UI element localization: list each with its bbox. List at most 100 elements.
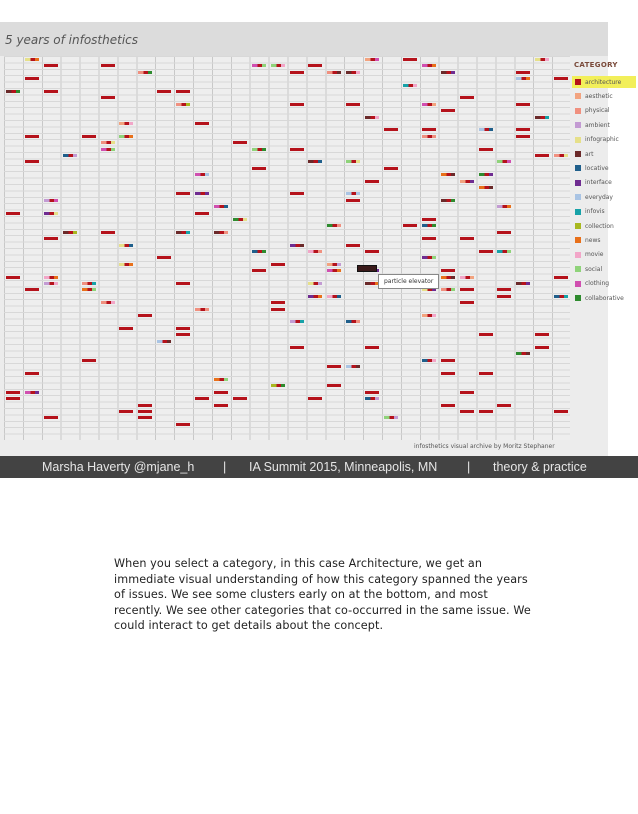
archive-entry[interactable] — [346, 320, 361, 324]
archive-entry[interactable] — [440, 109, 455, 113]
archive-entry[interactable] — [346, 102, 361, 106]
archive-entry[interactable] — [365, 179, 380, 183]
archive-entry[interactable] — [270, 262, 285, 266]
archive-entry[interactable] — [421, 134, 436, 138]
archive-entry[interactable] — [516, 352, 531, 356]
archive-entry[interactable] — [176, 282, 191, 285]
archive-entry[interactable] — [100, 230, 115, 234]
archive-entry[interactable] — [478, 128, 493, 132]
archive-entry[interactable] — [327, 224, 342, 228]
archive-entry[interactable] — [516, 102, 531, 106]
archive-entry[interactable] — [119, 122, 134, 125]
archive-entry[interactable] — [251, 166, 266, 170]
category-item-movie[interactable]: movie — [572, 249, 636, 261]
archive-entry[interactable] — [554, 294, 569, 298]
category-item-clothing[interactable]: clothing — [572, 278, 636, 290]
archive-entry[interactable] — [421, 102, 436, 106]
category-item-collection[interactable]: collection — [572, 220, 636, 232]
archive-entry[interactable] — [421, 224, 436, 228]
archive-entry[interactable] — [176, 422, 191, 426]
archive-entry[interactable] — [327, 269, 342, 273]
archive-entry[interactable] — [270, 307, 285, 311]
archive-entry[interactable] — [176, 230, 191, 234]
archive-entry[interactable] — [43, 416, 58, 420]
category-item-ambient[interactable]: ambient — [572, 119, 636, 131]
archive-entry[interactable] — [478, 147, 493, 151]
archive-entry[interactable] — [459, 237, 474, 241]
archive-entry[interactable] — [24, 160, 39, 164]
archive-entry[interactable] — [251, 147, 266, 151]
archive-entry[interactable] — [81, 282, 96, 285]
archive-entry[interactable] — [346, 243, 361, 247]
archive-entry[interactable] — [138, 70, 153, 74]
archive-entry[interactable] — [251, 250, 266, 253]
archive-entry[interactable] — [270, 64, 285, 68]
archive-entry[interactable] — [478, 371, 493, 375]
archive-entry[interactable] — [24, 371, 39, 375]
archive-entry[interactable] — [119, 243, 134, 247]
archive-entry[interactable] — [459, 390, 474, 394]
archive-entry[interactable] — [478, 186, 493, 189]
archive-entry[interactable] — [24, 58, 39, 61]
archive-entry[interactable] — [308, 282, 323, 285]
archive-entry[interactable] — [535, 154, 550, 157]
archive-entry[interactable] — [119, 326, 134, 330]
archive-entry[interactable] — [440, 198, 455, 202]
archive-entry[interactable] — [440, 403, 455, 407]
archive-entry[interactable] — [421, 128, 436, 132]
archive-entry[interactable] — [365, 346, 380, 349]
archive-entry[interactable] — [270, 301, 285, 305]
archive-entry[interactable] — [176, 326, 191, 330]
archive-entry[interactable] — [327, 70, 342, 74]
archive-entry[interactable] — [289, 320, 304, 324]
archive-entry[interactable] — [308, 250, 323, 253]
category-item-interface[interactable]: interface — [572, 177, 636, 189]
archive-entry[interactable] — [497, 160, 512, 164]
archive-entry[interactable] — [195, 307, 209, 311]
archive-entry[interactable] — [289, 70, 304, 74]
archive-entry[interactable] — [176, 102, 191, 106]
archive-entry[interactable] — [100, 301, 115, 305]
archive-entry[interactable] — [478, 173, 493, 177]
archive-entry[interactable] — [176, 333, 191, 337]
archive-entry[interactable] — [138, 410, 153, 413]
archive-entry[interactable] — [478, 250, 493, 253]
archive-entry[interactable] — [554, 410, 569, 413]
archive-entry[interactable] — [459, 301, 474, 305]
archive-entry[interactable] — [554, 275, 569, 279]
archive-entry[interactable] — [308, 397, 323, 401]
archive-entry[interactable] — [384, 416, 398, 420]
archive-entry[interactable] — [289, 243, 304, 247]
archive-entry[interactable] — [497, 288, 512, 292]
category-item-news[interactable]: news — [572, 234, 636, 246]
archive-entry[interactable] — [327, 365, 342, 369]
category-item-architecture[interactable]: architecture — [572, 76, 636, 88]
archive-entry[interactable] — [24, 77, 39, 81]
archive-entry[interactable] — [251, 269, 266, 273]
archive-entry[interactable] — [327, 384, 342, 388]
archive-entry[interactable] — [176, 90, 191, 93]
archive-entry[interactable] — [535, 346, 550, 349]
archive-entry[interactable] — [289, 102, 304, 106]
archive-entry[interactable] — [6, 211, 20, 215]
archive-entry[interactable] — [43, 64, 58, 68]
archive-entry[interactable] — [402, 58, 417, 61]
archive-entry[interactable] — [308, 294, 323, 298]
archive-entry[interactable] — [43, 237, 58, 241]
archive-entry[interactable] — [43, 211, 58, 215]
selected-entry-cell[interactable] — [357, 265, 377, 272]
archive-entry[interactable] — [138, 314, 153, 317]
archive-entry[interactable] — [421, 237, 436, 241]
archive-entry[interactable] — [232, 218, 247, 221]
archive-entry[interactable] — [346, 192, 361, 196]
archive-entry[interactable] — [232, 397, 247, 401]
archive-entry[interactable] — [213, 390, 228, 394]
category-item-locative[interactable]: locative — [572, 162, 636, 174]
archive-entry[interactable] — [554, 154, 569, 157]
archive-entry[interactable] — [6, 90, 20, 93]
archive-entry[interactable] — [459, 288, 474, 292]
archive-entry[interactable] — [289, 192, 304, 196]
archive-entry[interactable] — [459, 410, 474, 413]
archive-entry[interactable] — [24, 390, 39, 394]
archive-entry[interactable] — [138, 403, 153, 407]
